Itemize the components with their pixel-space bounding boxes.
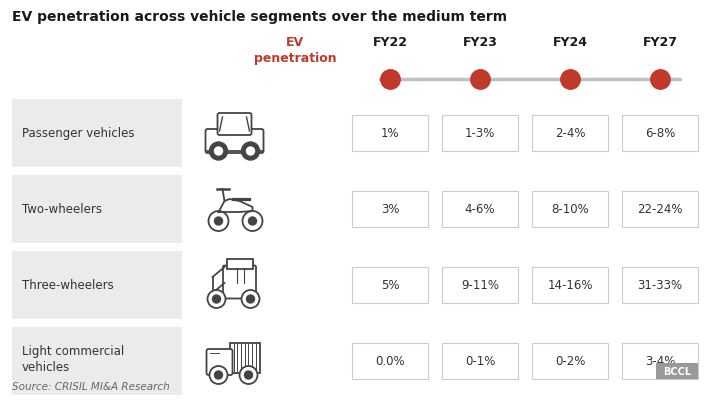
Text: 3-4%: 3-4% — [645, 355, 675, 368]
Text: EV: EV — [286, 36, 304, 49]
Bar — [442, 192, 518, 228]
Text: 0-2%: 0-2% — [555, 355, 585, 368]
Text: 9-11%: 9-11% — [461, 279, 499, 292]
Bar — [12, 327, 182, 395]
Circle shape — [215, 148, 222, 156]
Text: 0.0%: 0.0% — [375, 355, 405, 368]
Text: 8-10%: 8-10% — [551, 203, 589, 216]
Bar — [12, 175, 182, 243]
Circle shape — [209, 211, 228, 231]
Circle shape — [240, 366, 258, 384]
Circle shape — [215, 217, 222, 226]
Text: 0-1%: 0-1% — [465, 355, 495, 368]
FancyBboxPatch shape — [223, 266, 256, 299]
Circle shape — [210, 143, 228, 161]
FancyBboxPatch shape — [207, 349, 233, 375]
Bar — [442, 116, 518, 151]
Text: FY24: FY24 — [552, 36, 588, 49]
Text: Three-wheelers: Three-wheelers — [22, 279, 114, 292]
Circle shape — [215, 371, 222, 379]
Text: 1%: 1% — [381, 127, 400, 140]
Bar — [622, 343, 698, 379]
Text: 4-6%: 4-6% — [464, 203, 495, 216]
Circle shape — [246, 148, 254, 156]
Bar — [227, 259, 253, 269]
Circle shape — [248, 217, 256, 226]
Bar — [12, 100, 182, 168]
Bar — [532, 267, 608, 303]
Text: Passenger vehicles: Passenger vehicles — [22, 127, 135, 140]
Text: penetration: penetration — [253, 52, 336, 65]
Circle shape — [241, 290, 259, 308]
Text: 5%: 5% — [381, 279, 400, 292]
Text: 22-24%: 22-24% — [637, 203, 683, 216]
Text: 6-8%: 6-8% — [645, 127, 675, 140]
Text: FY22: FY22 — [372, 36, 408, 49]
Bar — [622, 192, 698, 228]
Polygon shape — [218, 200, 253, 213]
Circle shape — [246, 295, 254, 303]
Bar — [352, 116, 428, 151]
Text: EV penetration across vehicle segments over the medium term: EV penetration across vehicle segments o… — [12, 10, 507, 24]
Text: 2-4%: 2-4% — [554, 127, 585, 140]
Text: 31-33%: 31-33% — [637, 279, 683, 292]
Bar — [532, 343, 608, 379]
Text: Light commercial: Light commercial — [22, 345, 125, 358]
FancyBboxPatch shape — [217, 114, 251, 136]
Bar — [532, 192, 608, 228]
Circle shape — [245, 371, 253, 379]
Circle shape — [212, 295, 220, 303]
Text: BCCL: BCCL — [663, 366, 691, 376]
Text: vehicles: vehicles — [22, 360, 71, 373]
Text: 3%: 3% — [381, 203, 400, 216]
Bar — [230, 343, 259, 373]
Text: FY23: FY23 — [462, 36, 498, 49]
Text: Two-wheelers: Two-wheelers — [22, 203, 102, 216]
Circle shape — [241, 143, 259, 161]
Bar — [12, 252, 182, 319]
Text: FY27: FY27 — [642, 36, 678, 49]
Bar — [622, 116, 698, 151]
Bar — [352, 267, 428, 303]
Bar — [442, 267, 518, 303]
Bar — [532, 116, 608, 151]
FancyBboxPatch shape — [205, 130, 264, 153]
Circle shape — [243, 211, 263, 231]
Bar — [352, 192, 428, 228]
Circle shape — [207, 290, 225, 308]
Text: Source: CRISIL MI&A Research: Source: CRISIL MI&A Research — [12, 381, 170, 391]
Circle shape — [210, 366, 228, 384]
Bar — [352, 343, 428, 379]
Bar — [442, 343, 518, 379]
Text: 1-3%: 1-3% — [465, 127, 495, 140]
Bar — [622, 267, 698, 303]
Text: 14-16%: 14-16% — [547, 279, 593, 292]
Bar — [656, 363, 698, 379]
